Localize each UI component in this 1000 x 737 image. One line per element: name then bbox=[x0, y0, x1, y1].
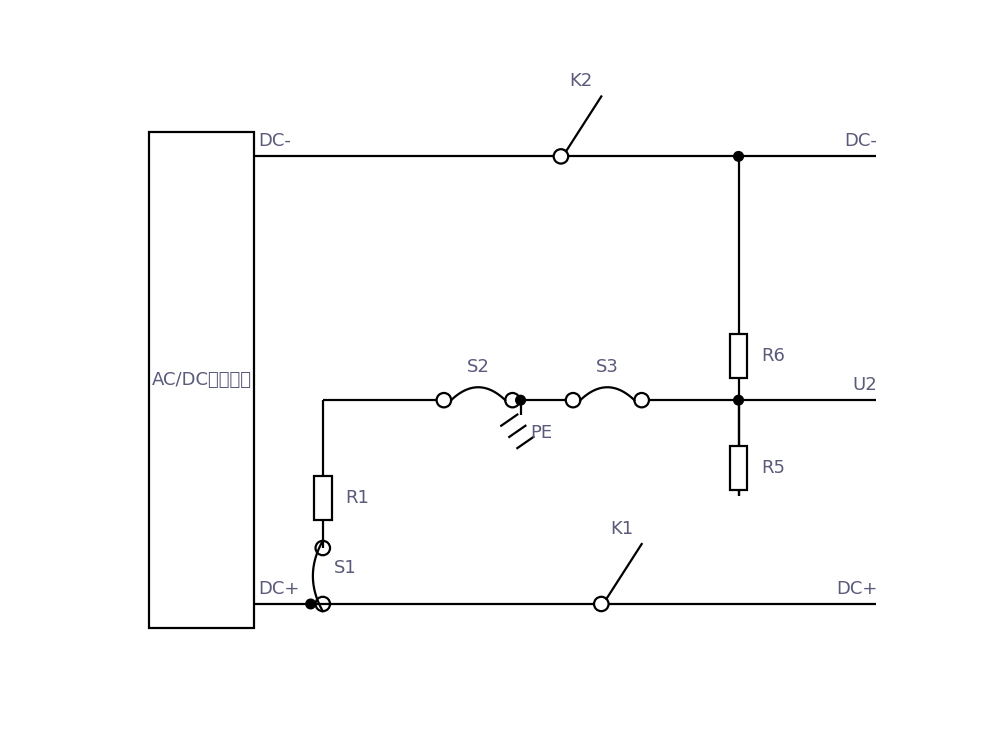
Bar bbox=[730, 334, 747, 378]
Text: DC+: DC+ bbox=[258, 579, 300, 598]
Bar bbox=[730, 446, 747, 490]
Text: PE: PE bbox=[530, 424, 552, 442]
Text: DC-: DC- bbox=[845, 132, 877, 150]
Circle shape bbox=[306, 599, 316, 609]
Text: S1: S1 bbox=[334, 559, 357, 577]
Text: K2: K2 bbox=[569, 72, 593, 90]
Text: U2: U2 bbox=[853, 376, 877, 394]
Circle shape bbox=[516, 395, 525, 405]
Bar bbox=[314, 476, 332, 520]
Text: DC+: DC+ bbox=[836, 579, 877, 598]
Text: R5: R5 bbox=[761, 459, 785, 477]
Circle shape bbox=[734, 395, 743, 405]
Text: S3: S3 bbox=[596, 358, 619, 376]
Text: S2: S2 bbox=[467, 358, 490, 376]
Text: DC-: DC- bbox=[258, 132, 291, 150]
Text: AC/DC电源模块: AC/DC电源模块 bbox=[152, 371, 252, 389]
Bar bbox=[149, 133, 254, 628]
Circle shape bbox=[734, 152, 743, 161]
Text: R1: R1 bbox=[345, 489, 369, 507]
Text: K1: K1 bbox=[610, 520, 633, 537]
Text: R6: R6 bbox=[761, 347, 785, 366]
